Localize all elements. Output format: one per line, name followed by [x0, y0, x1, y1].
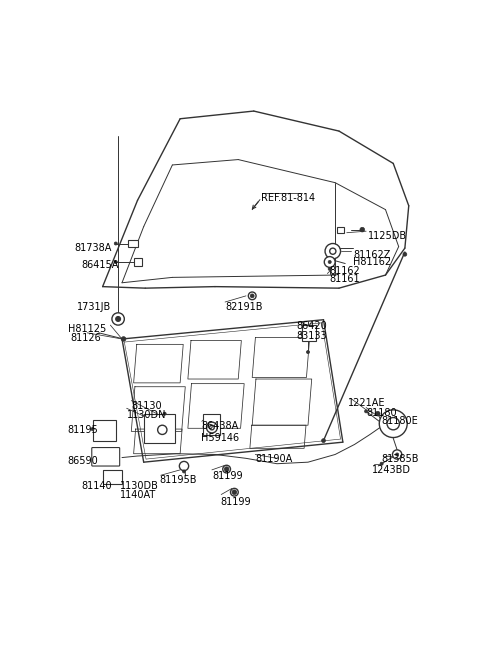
Circle shape — [230, 488, 238, 496]
Circle shape — [210, 425, 214, 430]
Circle shape — [380, 462, 383, 465]
Circle shape — [328, 260, 331, 264]
Text: 81385B: 81385B — [382, 455, 419, 464]
FancyBboxPatch shape — [144, 414, 175, 443]
FancyBboxPatch shape — [93, 420, 116, 441]
Text: 81199: 81199 — [220, 497, 251, 507]
FancyBboxPatch shape — [302, 325, 316, 340]
Circle shape — [182, 470, 186, 473]
FancyBboxPatch shape — [92, 447, 120, 466]
Circle shape — [360, 228, 365, 232]
Text: 81140: 81140 — [82, 481, 112, 491]
Text: 82191B: 82191B — [225, 302, 263, 312]
Text: H81125: H81125 — [68, 323, 106, 334]
Circle shape — [116, 317, 120, 321]
Circle shape — [248, 292, 256, 300]
Text: 1125DB: 1125DB — [369, 231, 408, 241]
Text: 81161: 81161 — [329, 274, 360, 283]
Text: 81195B: 81195B — [159, 475, 197, 485]
Circle shape — [365, 410, 368, 413]
Circle shape — [396, 453, 399, 456]
Text: 1221AE: 1221AE — [348, 398, 386, 408]
Circle shape — [232, 490, 237, 495]
Text: 1731JB: 1731JB — [77, 302, 111, 312]
Circle shape — [330, 248, 336, 255]
Circle shape — [114, 242, 117, 245]
Circle shape — [163, 412, 166, 415]
Circle shape — [121, 337, 126, 341]
Text: 81180: 81180 — [366, 407, 397, 417]
Text: 81738A: 81738A — [74, 243, 111, 253]
Text: 81190A: 81190A — [255, 455, 292, 464]
Text: 1140AT: 1140AT — [120, 490, 156, 500]
Text: 86590: 86590 — [68, 456, 98, 466]
Circle shape — [379, 410, 407, 438]
Text: REF.81-814: REF.81-814 — [262, 193, 316, 203]
Circle shape — [322, 439, 325, 443]
FancyBboxPatch shape — [204, 414, 220, 435]
Text: 81180E: 81180E — [382, 416, 419, 426]
Circle shape — [325, 243, 340, 259]
Circle shape — [393, 450, 402, 459]
Circle shape — [250, 294, 254, 298]
FancyBboxPatch shape — [133, 258, 142, 266]
Circle shape — [223, 465, 230, 473]
Text: 81162: 81162 — [329, 266, 360, 276]
Circle shape — [114, 260, 117, 264]
FancyBboxPatch shape — [103, 470, 122, 483]
Text: H59146: H59146 — [201, 433, 239, 443]
Circle shape — [91, 428, 94, 430]
Circle shape — [387, 417, 399, 430]
Text: 81162Z: 81162Z — [353, 250, 390, 260]
Text: 81126: 81126 — [71, 333, 102, 343]
Text: 1130DN: 1130DN — [127, 410, 166, 420]
Text: 1130DB: 1130DB — [120, 481, 159, 491]
FancyBboxPatch shape — [128, 239, 137, 247]
Text: 86415A: 86415A — [81, 260, 118, 270]
Text: 83133: 83133 — [296, 331, 327, 341]
Text: 86438A: 86438A — [201, 421, 238, 432]
Text: 1243BD: 1243BD — [372, 465, 411, 475]
Circle shape — [403, 253, 407, 256]
Text: 81199: 81199 — [212, 472, 242, 482]
Circle shape — [112, 313, 124, 325]
Text: H81162: H81162 — [353, 257, 391, 268]
Circle shape — [224, 467, 229, 472]
Circle shape — [180, 461, 189, 470]
Circle shape — [306, 350, 310, 354]
Circle shape — [157, 425, 167, 434]
Circle shape — [324, 256, 335, 268]
Circle shape — [328, 268, 331, 270]
Circle shape — [206, 422, 217, 433]
Circle shape — [375, 411, 380, 416]
Text: 81130: 81130 — [132, 401, 162, 411]
Text: 81195: 81195 — [68, 425, 98, 435]
Text: 86420: 86420 — [296, 321, 327, 331]
FancyBboxPatch shape — [336, 226, 345, 233]
